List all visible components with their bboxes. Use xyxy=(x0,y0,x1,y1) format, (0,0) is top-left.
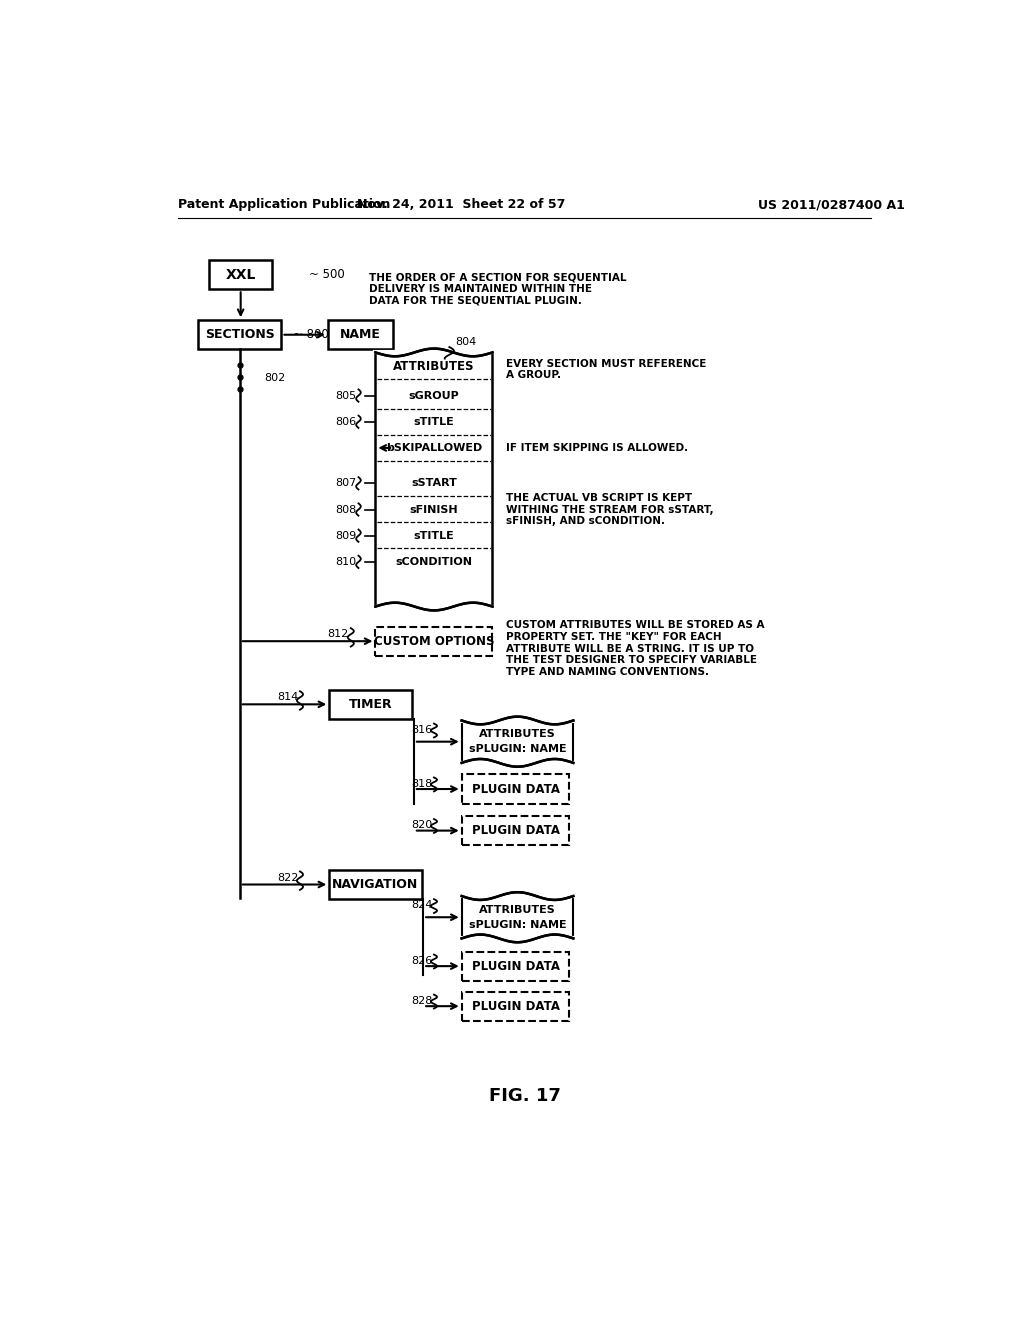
Text: sPLUGIN: NAME: sPLUGIN: NAME xyxy=(469,744,566,754)
Text: US 2011/0287400 A1: US 2011/0287400 A1 xyxy=(758,198,904,211)
Bar xyxy=(209,260,272,289)
Text: 805: 805 xyxy=(335,391,356,400)
Text: 824: 824 xyxy=(411,900,432,911)
Text: 814: 814 xyxy=(278,693,298,702)
Text: CUSTOM ATTRIBUTES WILL BE STORED AS A
PROPERTY SET. THE "KEY" FOR EACH
ATTRIBUTE: CUSTOM ATTRIBUTES WILL BE STORED AS A PR… xyxy=(506,620,765,677)
Bar xyxy=(462,952,569,981)
Text: FIG. 17: FIG. 17 xyxy=(488,1088,561,1105)
Text: EVERY SECTION MUST REFERENCE
A GROUP.: EVERY SECTION MUST REFERENCE A GROUP. xyxy=(506,359,707,380)
Text: CUSTOM OPTIONS: CUSTOM OPTIONS xyxy=(374,635,495,648)
Text: NAME: NAME xyxy=(340,329,381,342)
Text: sGROUP: sGROUP xyxy=(409,391,460,400)
Bar xyxy=(330,870,422,899)
Text: THE ORDER OF A SECTION FOR SEQUENTIAL
DELIVERY IS MAINTAINED WITHIN THE
DATA FOR: THE ORDER OF A SECTION FOR SEQUENTIAL DE… xyxy=(370,272,627,305)
Text: IF ITEM SKIPPING IS ALLOWED.: IF ITEM SKIPPING IS ALLOWED. xyxy=(506,444,688,453)
Bar xyxy=(462,775,569,804)
Bar xyxy=(376,627,493,656)
Text: sTITLE: sTITLE xyxy=(414,417,455,426)
Bar xyxy=(462,721,573,763)
Text: PLUGIN DATA: PLUGIN DATA xyxy=(472,824,559,837)
Bar xyxy=(462,896,573,939)
Text: SECTIONS: SECTIONS xyxy=(205,329,274,342)
Text: 807: 807 xyxy=(335,478,356,488)
Text: PLUGIN DATA: PLUGIN DATA xyxy=(472,783,559,796)
Text: PLUGIN DATA: PLUGIN DATA xyxy=(472,960,559,973)
Bar xyxy=(376,352,493,607)
Text: 820: 820 xyxy=(412,820,432,830)
Text: ATTRIBUTES: ATTRIBUTES xyxy=(479,906,556,915)
Text: 808: 808 xyxy=(335,504,356,515)
Text: ~ 800: ~ 800 xyxy=(293,329,329,342)
Text: NAVIGATION: NAVIGATION xyxy=(333,878,419,891)
Text: PLUGIN DATA: PLUGIN DATA xyxy=(472,999,559,1012)
Text: TIMER: TIMER xyxy=(349,698,392,711)
Text: 818: 818 xyxy=(412,779,432,788)
Text: 806: 806 xyxy=(335,417,356,426)
Text: 804: 804 xyxy=(456,337,477,347)
Text: 809: 809 xyxy=(335,531,356,541)
Text: sPLUGIN: NAME: sPLUGIN: NAME xyxy=(469,920,566,929)
Text: 812: 812 xyxy=(328,630,348,639)
Text: bSKIPALLOWED: bSKIPALLOWED xyxy=(386,444,482,453)
Bar xyxy=(199,321,282,350)
Text: 816: 816 xyxy=(412,725,432,735)
Bar xyxy=(330,689,413,719)
Text: 802: 802 xyxy=(264,372,286,383)
Text: 822: 822 xyxy=(278,873,298,883)
Text: XXL: XXL xyxy=(225,268,256,281)
Text: 828: 828 xyxy=(411,995,432,1006)
Text: Patent Application Publication: Patent Application Publication xyxy=(178,198,391,211)
Text: sCONDITION: sCONDITION xyxy=(395,557,472,566)
Text: sFINISH: sFINISH xyxy=(410,504,459,515)
Text: 826: 826 xyxy=(412,956,432,966)
Text: Nov. 24, 2011  Sheet 22 of 57: Nov. 24, 2011 Sheet 22 of 57 xyxy=(357,198,566,211)
Text: THE ACTUAL VB SCRIPT IS KEPT
WITHING THE STREAM FOR sSTART,
sFINISH, AND sCONDIT: THE ACTUAL VB SCRIPT IS KEPT WITHING THE… xyxy=(506,492,714,527)
Text: ATTRIBUTES: ATTRIBUTES xyxy=(479,730,556,739)
Bar xyxy=(462,816,569,845)
Text: sSTART: sSTART xyxy=(411,478,457,488)
Text: sTITLE: sTITLE xyxy=(414,531,455,541)
Text: ATTRIBUTES: ATTRIBUTES xyxy=(393,360,475,372)
Text: 810: 810 xyxy=(335,557,356,566)
Bar xyxy=(462,991,569,1020)
Bar xyxy=(328,321,393,350)
Text: ~ 500: ~ 500 xyxy=(309,268,345,281)
